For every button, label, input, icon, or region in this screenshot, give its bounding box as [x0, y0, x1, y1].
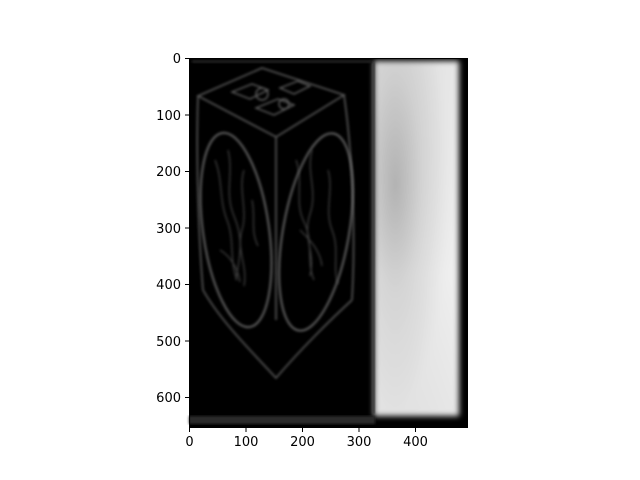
- bright-panel: [374, 61, 459, 416]
- x-axis: [189, 428, 416, 432]
- y-tick-label: 100: [156, 109, 181, 124]
- face-texture: [214, 149, 339, 287]
- y-tick-label: 0: [173, 52, 181, 67]
- y-tick-label: 500: [156, 335, 181, 350]
- x-tick-label: 0: [185, 435, 193, 450]
- y-tick-label: 600: [156, 391, 181, 406]
- axes-frame: [189, 58, 468, 428]
- x-tick-label: 200: [290, 435, 315, 450]
- face-ellipses: [199, 131, 354, 332]
- x-tick-label: 100: [234, 435, 259, 450]
- y-tick-labels: 0 100 200 300 400 500 600: [156, 52, 181, 406]
- x-tick-labels: 0 100 200 300 400: [185, 435, 428, 450]
- y-axis: [185, 58, 189, 398]
- top-face-pattern: [230, 80, 312, 116]
- bottom-strip: [189, 416, 375, 424]
- y-tick-label: 300: [156, 222, 181, 237]
- image-display: [189, 58, 468, 428]
- x-tick-label: 400: [403, 435, 428, 450]
- x-tick-label: 300: [347, 435, 372, 450]
- y-tick-label: 400: [156, 278, 181, 293]
- bright-panel-left-edge: [372, 62, 375, 414]
- y-tick-label: 200: [156, 165, 181, 180]
- top-strip: [192, 60, 372, 63]
